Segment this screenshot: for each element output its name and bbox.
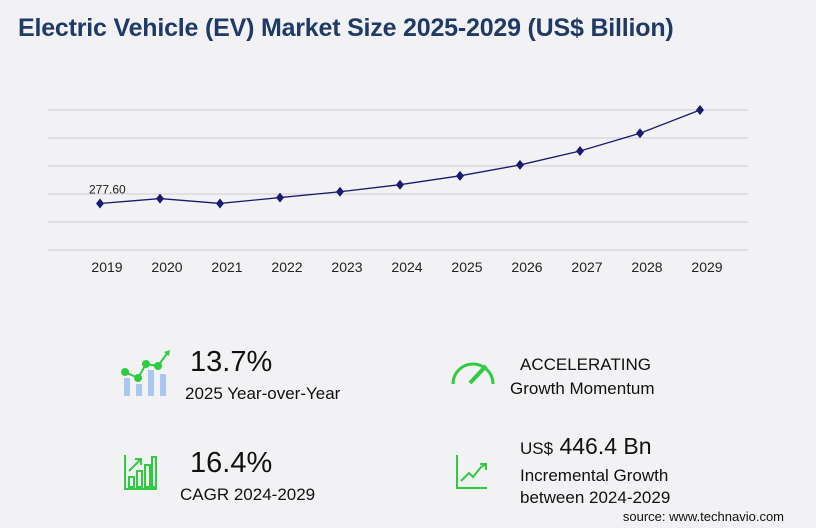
- x-tick-label: 2029: [691, 259, 722, 275]
- x-tick-label: 2026: [511, 259, 542, 275]
- yoy-icon-wrap: [120, 350, 172, 403]
- data-point: [516, 159, 524, 170]
- data-point: [636, 128, 644, 139]
- x-tick-label: 2022: [271, 259, 302, 275]
- source-note: source: www.technavio.com: [622, 509, 784, 524]
- data-point: [96, 198, 104, 209]
- yoy-value: 13.7%: [190, 346, 273, 378]
- data-point: [336, 186, 344, 197]
- currency-prefix: US$: [520, 439, 554, 458]
- data-point: [396, 179, 404, 190]
- data-point: [456, 170, 464, 181]
- momentum-label: Growth Momentum: [510, 379, 655, 398]
- x-tick-label: 2019: [91, 259, 122, 275]
- x-tick-label: 2028: [631, 259, 662, 275]
- x-tick-label: 2027: [571, 259, 602, 275]
- cagr-label: CAGR 2024-2029: [180, 485, 316, 504]
- data-label: 277.60: [89, 183, 126, 197]
- data-point: [156, 193, 164, 204]
- line-chart: 2019 277.60 2020 2021 2022 2023 2024 2025 2026 20…: [48, 105, 748, 275]
- yoy-label: 2025 Year-over-Year: [185, 384, 341, 403]
- cagr-value: 16.4%: [190, 447, 273, 479]
- x-tick-label: 2021: [211, 259, 242, 275]
- x-tick-label: 2020: [151, 259, 182, 275]
- incremental-value: 446.4 Bn: [559, 433, 652, 459]
- x-tick-label: 2025: [451, 259, 482, 275]
- incremental-label-1: Incremental Growth: [520, 466, 669, 485]
- bar-chart-growth-icon: [124, 455, 157, 490]
- speedometer-icon: [451, 362, 495, 385]
- data-point: [216, 198, 224, 209]
- momentum-value: ACCELERATING: [520, 355, 651, 374]
- chart-title: Electric Vehicle (EV) Market Size 2025-2…: [18, 14, 674, 42]
- data-point: [276, 192, 284, 203]
- bar-line-growth-icon: [121, 350, 170, 396]
- data-point: [696, 105, 704, 115]
- incremental-value-wrap: US$ 446.4 Bn: [520, 433, 652, 460]
- x-tick-label: 2024: [391, 259, 422, 275]
- incremental-label-2: between 2024-2029: [520, 488, 671, 507]
- data-point: [576, 146, 584, 157]
- trend-up-icon: [456, 455, 487, 489]
- x-tick-label: 2023: [331, 259, 362, 275]
